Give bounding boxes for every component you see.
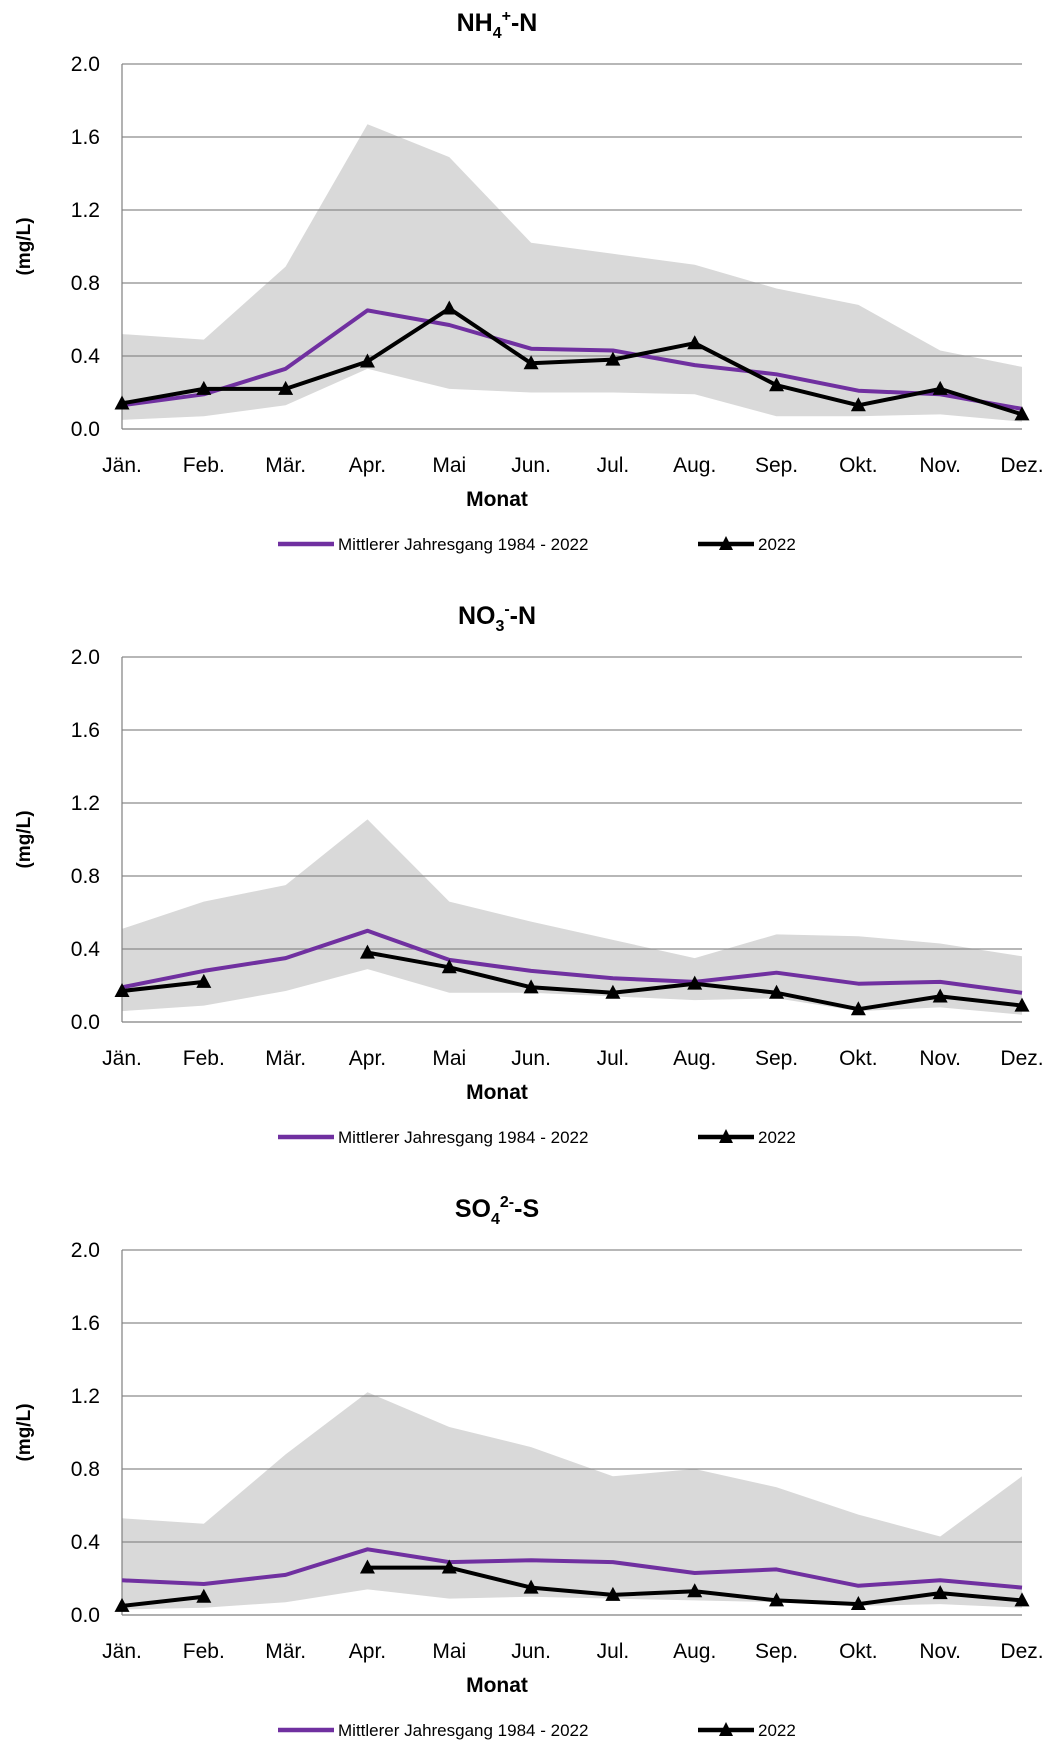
y-axis-label: (mg/L) (14, 217, 35, 275)
x-tick-label: Mär. (265, 1640, 306, 1663)
y-tick-label: 0.4 (71, 1531, 101, 1554)
y-tick-label: 0.0 (71, 418, 100, 441)
x-tick-label: Nov. (919, 454, 961, 477)
legend-label-year: 2022 (758, 1128, 796, 1147)
chart-title: SO42--S (455, 1194, 539, 1228)
x-tick-label: Nov. (919, 1047, 961, 1070)
x-tick-label: Apr. (349, 1047, 386, 1070)
x-tick-label: Mär. (265, 1047, 306, 1070)
x-tick-label: Feb. (183, 454, 225, 477)
y-tick-label: 0.8 (71, 272, 100, 295)
x-tick-label: Okt. (839, 1047, 878, 1070)
x-tick-label: Jän. (102, 454, 142, 477)
legend-label-mean: Mittlerer Jahresgang 1984 - 2022 (338, 1721, 588, 1740)
legend: Mittlerer Jahresgang 1984 - 2022 2022 (278, 1128, 796, 1147)
y-tick-label: 2.0 (71, 53, 100, 76)
y-tick-label: 0.4 (71, 938, 101, 961)
x-tick-label: Jun. (511, 1640, 551, 1663)
x-tick-label: Apr. (349, 454, 386, 477)
y-tick-label: 0.8 (71, 865, 100, 888)
chart-panel-3: SO42--S 0.0 0.4 0.8 1.2 1.6 2.0 (mg/L) Jän. Feb. M… (14, 1194, 1044, 1740)
x-tick-label: Aug. (673, 1047, 716, 1070)
y-tick-label: 1.6 (71, 719, 100, 742)
chart-title: NO3--N (458, 601, 536, 635)
x-tick-label: Jun. (511, 1047, 551, 1070)
x-tick-label: Sep. (755, 1640, 798, 1663)
y-tick-label: 1.6 (71, 1312, 100, 1335)
x-tick-label: Jän. (102, 1047, 142, 1070)
legend: Mittlerer Jahresgang 1984 - 2022 2022 (278, 535, 796, 554)
y-axis-label: (mg/L) (14, 810, 35, 868)
chart-panel-1: NH4+-N 0.0 0.4 0.8 1.2 1.6 2.0 (mg/L) Jän. Feb. Mä… (14, 8, 1044, 554)
x-tick-label: Jul. (597, 1640, 630, 1663)
y-tick-label: 1.2 (71, 1385, 100, 1408)
x-tick-label: Mai (432, 454, 466, 477)
x-tick-label: Jul. (597, 1047, 630, 1070)
x-tick-label: Dez. (1000, 1640, 1043, 1663)
legend-label-year: 2022 (758, 535, 796, 554)
x-tick-label: Jun. (511, 454, 551, 477)
x-tick-label: Mai (432, 1047, 466, 1070)
x-axis-label: Monat (466, 488, 528, 511)
x-axis-label: Monat (466, 1081, 528, 1104)
y-tick-label: 0.8 (71, 1458, 100, 1481)
y-tick-label: 0.0 (71, 1011, 100, 1034)
x-tick-label: Feb. (183, 1047, 225, 1070)
x-tick-label: Dez. (1000, 454, 1043, 477)
y-tick-label: 1.2 (71, 792, 100, 815)
legend-label-mean: Mittlerer Jahresgang 1984 - 2022 (338, 535, 588, 554)
x-tick-label: Okt. (839, 454, 878, 477)
x-tick-label: Sep. (755, 1047, 798, 1070)
legend-label-mean: Mittlerer Jahresgang 1984 - 2022 (338, 1128, 588, 1147)
y-tick-label: 2.0 (71, 1239, 100, 1262)
x-tick-label: Okt. (839, 1640, 878, 1663)
x-tick-label: Jän. (102, 1640, 142, 1663)
x-axis-label: Monat (466, 1674, 528, 1697)
x-tick-label: Aug. (673, 1640, 716, 1663)
range-band (122, 819, 1022, 1014)
legend: Mittlerer Jahresgang 1984 - 2022 2022 (278, 1721, 796, 1740)
y-tick-label: 2.0 (71, 646, 100, 669)
chart-title: NH4+-N (457, 8, 538, 42)
legend-label-year: 2022 (758, 1721, 796, 1740)
x-tick-label: Nov. (919, 1640, 961, 1663)
chart-panel-2: NO3--N 0.0 0.4 0.8 1.2 1.6 2.0 (mg/L) Jän. Feb. Mä… (14, 601, 1044, 1147)
x-tick-label: Feb. (183, 1640, 225, 1663)
y-tick-label: 0.0 (71, 1604, 100, 1627)
y-tick-label: 1.6 (71, 126, 100, 149)
y-axis-label: (mg/L) (14, 1403, 35, 1461)
x-tick-label: Mär. (265, 454, 306, 477)
x-tick-label: Sep. (755, 454, 798, 477)
x-tick-label: Mai (432, 1640, 466, 1663)
x-tick-label: Jul. (597, 454, 630, 477)
y-tick-label: 0.4 (71, 345, 101, 368)
x-tick-label: Dez. (1000, 1047, 1043, 1070)
x-tick-label: Apr. (349, 1640, 386, 1663)
y-tick-label: 1.2 (71, 199, 100, 222)
x-tick-label: Aug. (673, 454, 716, 477)
